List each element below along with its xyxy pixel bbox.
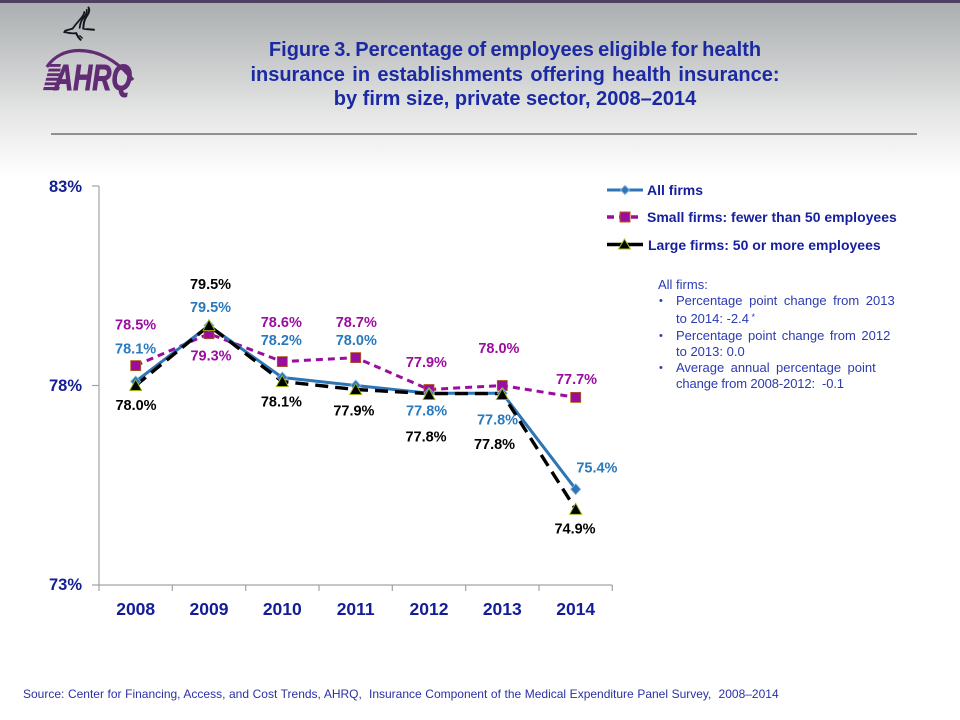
svg-text:83%: 83% bbox=[49, 178, 82, 196]
svg-text:77.8%: 77.8% bbox=[474, 437, 515, 453]
svg-text:78%: 78% bbox=[49, 377, 82, 395]
svg-text:74.9%: 74.9% bbox=[554, 522, 595, 538]
svg-text:78.5%: 78.5% bbox=[115, 317, 156, 333]
svg-text:2009: 2009 bbox=[190, 599, 229, 619]
svg-text:78.1%: 78.1% bbox=[115, 342, 156, 358]
svg-text:2014: 2014 bbox=[556, 599, 595, 619]
svg-text:78.7%: 78.7% bbox=[336, 315, 377, 331]
svg-text:77.7%: 77.7% bbox=[556, 372, 597, 388]
svg-text:78.2%: 78.2% bbox=[261, 333, 302, 349]
svg-text:77.8%: 77.8% bbox=[477, 413, 518, 429]
svg-text:79.3%: 79.3% bbox=[190, 349, 231, 365]
svg-text:78.0%: 78.0% bbox=[115, 398, 156, 414]
svg-text:75.4%: 75.4% bbox=[576, 460, 617, 476]
svg-text:78.0%: 78.0% bbox=[478, 341, 519, 357]
svg-text:79.5%: 79.5% bbox=[190, 300, 231, 316]
svg-text:77.9%: 77.9% bbox=[406, 355, 447, 371]
svg-text:2010: 2010 bbox=[263, 599, 302, 619]
svg-text:AHRQ: AHRQ bbox=[53, 57, 132, 98]
svg-text:77.8%: 77.8% bbox=[406, 404, 447, 420]
svg-text:2012: 2012 bbox=[410, 599, 449, 619]
svg-text:2008: 2008 bbox=[116, 599, 155, 619]
svg-text:2011: 2011 bbox=[337, 599, 375, 619]
svg-text:79.5%: 79.5% bbox=[190, 277, 231, 293]
svg-text:78.1%: 78.1% bbox=[261, 395, 302, 411]
svg-text:78.6%: 78.6% bbox=[261, 315, 302, 331]
svg-text:2013: 2013 bbox=[483, 599, 522, 619]
svg-text:73%: 73% bbox=[49, 576, 82, 594]
svg-text:78.0%: 78.0% bbox=[336, 333, 377, 349]
svg-text:77.8%: 77.8% bbox=[405, 429, 446, 445]
svg-text:77.9%: 77.9% bbox=[333, 404, 374, 420]
